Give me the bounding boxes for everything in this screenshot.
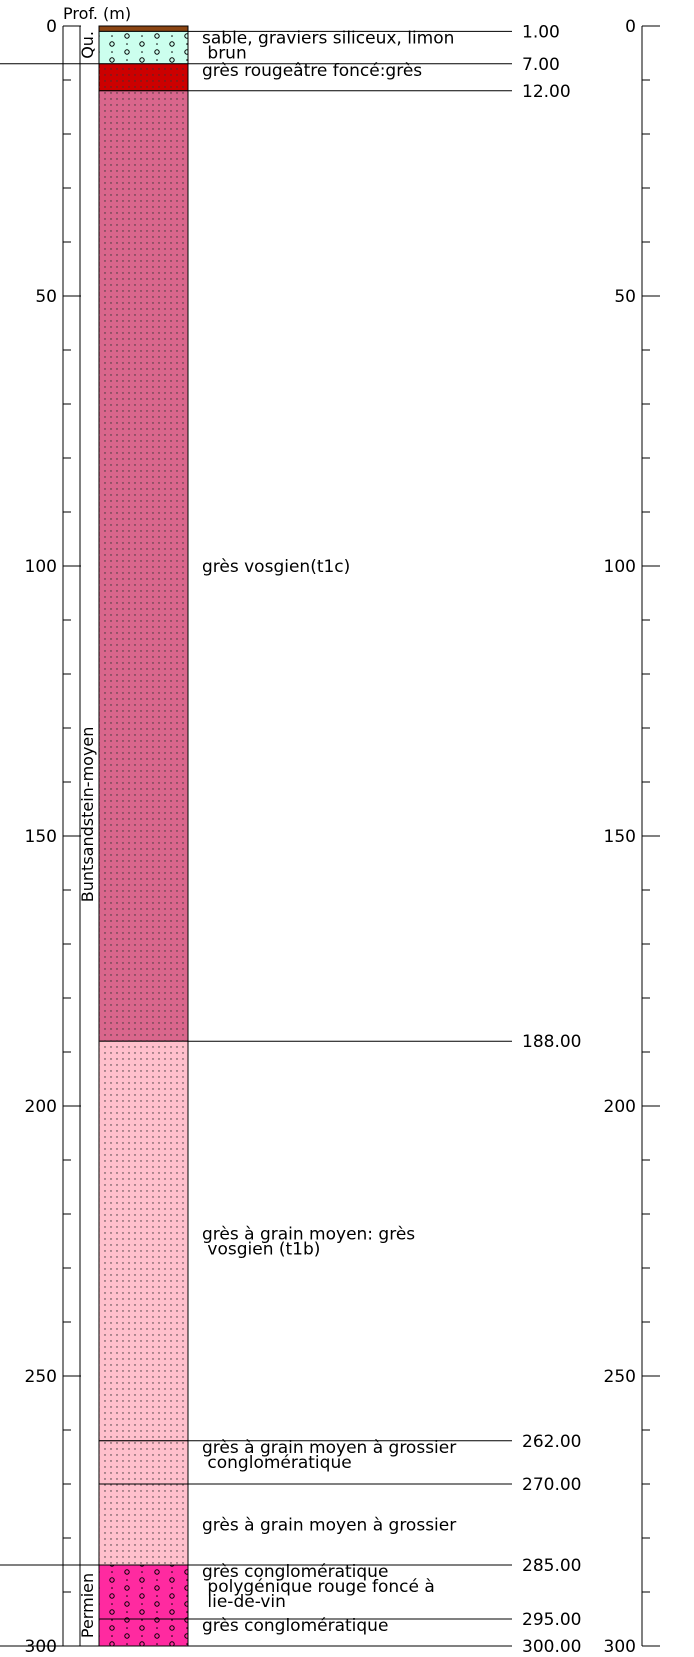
right-depth-tick-label: 150 bbox=[604, 827, 636, 847]
layer-description-line: grès à grain moyen à grossier bbox=[202, 1438, 456, 1458]
layer-description-line: polygénique rouge foncé à bbox=[202, 1577, 435, 1597]
layer-description-line: grès à grain moyen: grès bbox=[202, 1225, 415, 1245]
lithology-pattern-dots bbox=[99, 63, 188, 91]
left-depth-tick-label: 150 bbox=[25, 827, 57, 847]
stratigraphy-column: Qu. Buntsandstein-moyen Permien bbox=[0, 26, 99, 1647]
lithology-pattern-dots bbox=[99, 90, 188, 1042]
left-depth-tick-label: 250 bbox=[25, 1367, 57, 1387]
horizon-depth-label: 188.00 bbox=[522, 1032, 581, 1052]
lithology-pattern-gravel bbox=[99, 31, 188, 64]
lithology-column bbox=[98, 25, 189, 1647]
stratigraphy-label-buntsandstein: Buntsandstein-moyen bbox=[78, 727, 97, 903]
layer-description-line: sable, graviers siliceux, limon bbox=[202, 28, 454, 48]
left-depth-axis: 0 50 100 150 200 250 300 bbox=[25, 17, 81, 1657]
lithology-layer bbox=[98, 25, 189, 32]
right-depth-tick-label: 300 bbox=[604, 1637, 636, 1657]
stratigraphy-label-permien: Permien bbox=[78, 1573, 97, 1638]
horizon-depth-label: 1.00 bbox=[522, 22, 560, 42]
right-depth-tick-label: 100 bbox=[604, 557, 636, 577]
horizon-depth-label: 12.00 bbox=[522, 82, 571, 102]
layer-description-line: conglomératique bbox=[202, 1453, 352, 1473]
left-depth-tick-label: 100 bbox=[25, 557, 57, 577]
depth-axis-title: Prof. (m) bbox=[63, 4, 131, 23]
layer-description-line: vosgien (t1b) bbox=[202, 1240, 320, 1260]
layer-description-line: grès à grain moyen à grossier bbox=[202, 1516, 456, 1536]
stratigraphy-label-qu: Qu. bbox=[78, 31, 97, 59]
left-depth-tick-label: 200 bbox=[25, 1097, 57, 1117]
left-depth-tick-label: 300 bbox=[25, 1637, 57, 1657]
lithology-pattern-dots bbox=[99, 1484, 188, 1565]
lithology-pattern-dots bbox=[99, 1440, 188, 1484]
lithology-pattern-gravel bbox=[99, 1565, 188, 1619]
layer-descriptions: sable, graviers siliceux, limon brungrès… bbox=[202, 28, 456, 1636]
layer-description-line: grès conglomératique bbox=[202, 1616, 388, 1636]
layer-description-line: grès vosgien(t1c) bbox=[202, 557, 350, 577]
right-depth-axis: 0 50 100 150 200 250 300 bbox=[604, 17, 660, 1657]
right-depth-tick-label: 250 bbox=[604, 1367, 636, 1387]
horizon-depth-label: 295.00 bbox=[522, 1610, 581, 1630]
lithology-pattern-dots bbox=[99, 1041, 188, 1441]
horizon-depth-label: 285.00 bbox=[522, 1556, 581, 1576]
horizon-depth-label: 262.00 bbox=[522, 1432, 581, 1452]
layer-description-line: grès conglomératique bbox=[202, 1562, 388, 1582]
left-depth-tick-label: 50 bbox=[35, 287, 57, 307]
right-depth-tick-label: 200 bbox=[604, 1097, 636, 1117]
horizon-depth-label: 300.00 bbox=[522, 1637, 581, 1657]
right-depth-tick-label: 0 bbox=[625, 17, 636, 37]
layer-description-line: lie-de-vin bbox=[202, 1592, 286, 1612]
left-depth-tick-label: 0 bbox=[46, 17, 57, 37]
layer-depth-labels: 1.00 7.00 12.00 188.00 262.00 270.00 285.00 295… bbox=[188, 22, 581, 1657]
horizon-depth-label: 7.00 bbox=[522, 55, 560, 75]
layer-description-line: brun bbox=[202, 43, 247, 63]
horizon-depth-label: 270.00 bbox=[522, 1475, 581, 1495]
right-depth-tick-label: 50 bbox=[614, 287, 636, 307]
lithology-pattern-gravel bbox=[99, 1619, 188, 1646]
layer-description-line: grès rougeâtre foncé:grès bbox=[202, 61, 422, 81]
